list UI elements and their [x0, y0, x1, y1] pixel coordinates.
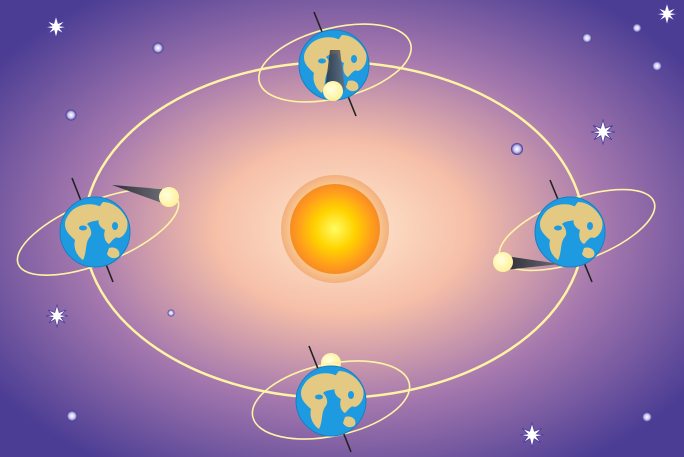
star-icon — [167, 309, 175, 317]
moon-shadow — [112, 185, 162, 203]
moon-icon — [159, 187, 179, 207]
star-icon — [66, 410, 78, 422]
earth-icon — [534, 196, 606, 268]
moon-shadow — [325, 50, 345, 90]
stars — [44, 2, 679, 448]
moon-icon — [493, 252, 513, 272]
moon-shadow — [505, 256, 560, 270]
star-icon — [511, 143, 523, 155]
star-icon — [582, 33, 592, 43]
sun-icon — [281, 175, 389, 283]
earth-top — [258, 11, 412, 117]
star-icon — [152, 42, 164, 54]
star-icon — [632, 23, 642, 33]
earth-bottom — [251, 345, 411, 453]
earth-icon — [295, 365, 367, 437]
earth-icon — [59, 196, 131, 268]
star-icon — [642, 412, 652, 422]
earth-right — [493, 179, 656, 283]
moon-icon — [323, 81, 343, 101]
star-icon — [652, 61, 662, 71]
star-icon — [65, 109, 77, 121]
earth-left — [16, 177, 180, 283]
